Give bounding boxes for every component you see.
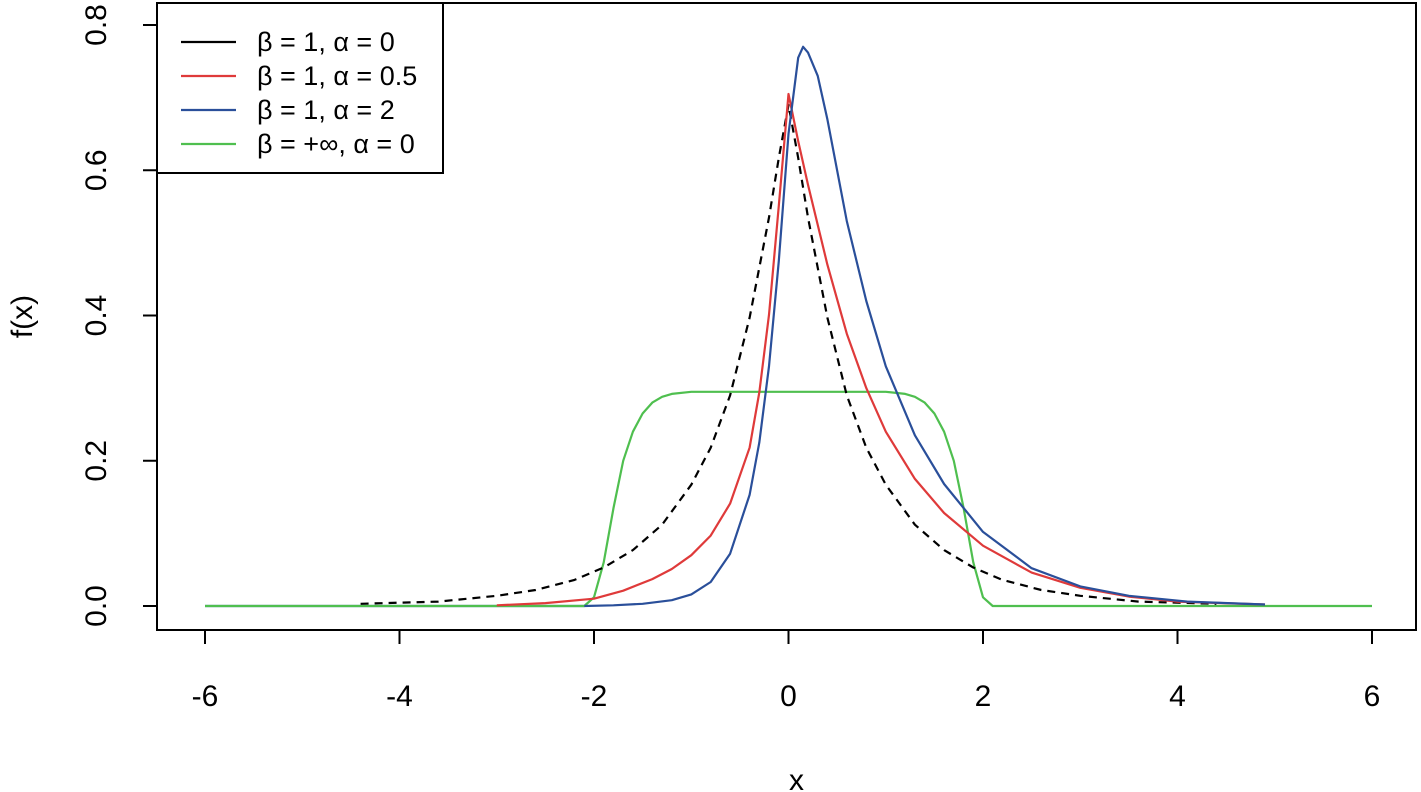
legend: β = 1, α = 0 β = 1, α = 0.5 β = 1, α = 2 β …: [156, 2, 444, 174]
x-tick-label: -6: [192, 680, 219, 713]
x-axis-title: x: [789, 764, 804, 792]
legend-label: β = +∞, α = 0: [257, 129, 415, 159]
y-tick-label: 0.2: [80, 440, 113, 482]
x-axis: -6 -4 -2 0 2 4 6: [192, 629, 1381, 713]
x-tick-label: -2: [581, 680, 608, 713]
y-tick-label: 0.0: [80, 585, 113, 627]
x-tick-label: 0: [780, 680, 797, 713]
y-tick-label: 0.8: [80, 4, 113, 46]
series-layer: [205, 45, 1372, 608]
x-tick-label: 4: [1169, 680, 1186, 713]
y-tick-label: 0.6: [80, 149, 113, 191]
y-axis-title: f(x): [6, 295, 39, 338]
y-axis: 0.0 0.2 0.4 0.6 0.8: [80, 4, 158, 627]
x-tick-label: 2: [975, 680, 992, 713]
series-line-4: [205, 390, 1372, 608]
x-tick-label: -4: [386, 680, 413, 713]
y-tick-label: 0.4: [80, 295, 113, 337]
x-tick-label: 6: [1364, 680, 1381, 713]
series-line-2: [496, 92, 1266, 607]
legend-label: β = 1, α = 2: [257, 95, 395, 125]
series-line-3: [584, 45, 1266, 608]
legend-label: β = 1, α = 0.5: [257, 61, 417, 91]
legend-label: β = 1, α = 0: [257, 27, 395, 57]
series-line-1: [360, 103, 1217, 605]
